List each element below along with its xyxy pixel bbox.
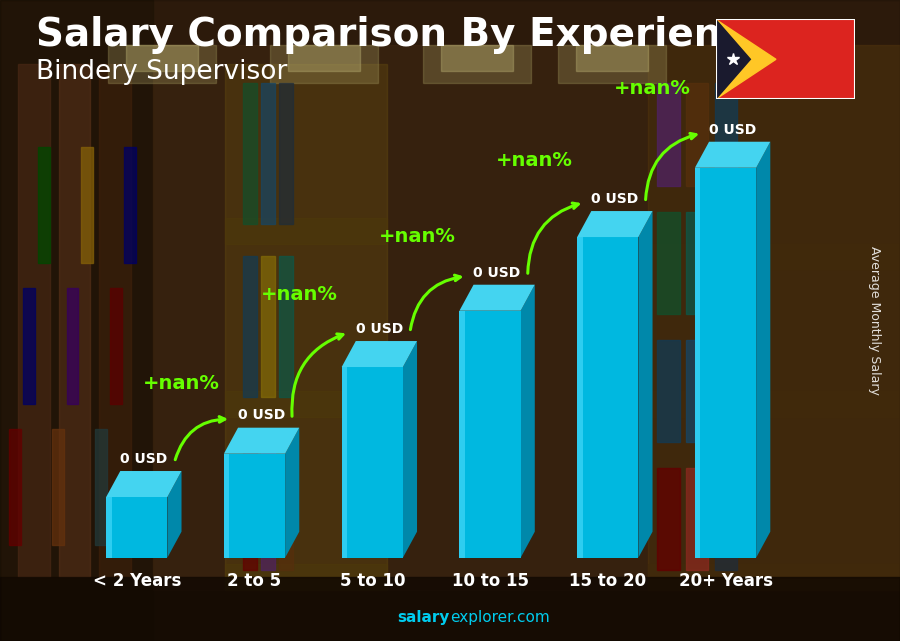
Polygon shape bbox=[285, 428, 300, 558]
Text: salary: salary bbox=[398, 610, 450, 625]
Bar bbox=[279, 83, 292, 224]
Polygon shape bbox=[716, 19, 776, 99]
Bar bbox=[124, 147, 136, 263]
Bar bbox=[423, 45, 531, 83]
Bar bbox=[261, 83, 274, 224]
Bar bbox=[243, 256, 256, 397]
Polygon shape bbox=[716, 19, 751, 99]
Bar bbox=[225, 64, 387, 577]
Bar bbox=[648, 391, 900, 417]
Polygon shape bbox=[224, 428, 300, 454]
Bar bbox=[108, 45, 216, 83]
Bar bbox=[686, 468, 708, 570]
Bar bbox=[342, 367, 403, 558]
Text: +nan%: +nan% bbox=[261, 285, 338, 304]
Text: 0 USD: 0 USD bbox=[356, 322, 403, 336]
Bar bbox=[52, 429, 64, 545]
Polygon shape bbox=[577, 211, 652, 237]
Bar bbox=[38, 147, 50, 263]
Bar bbox=[648, 45, 900, 590]
Bar bbox=[558, 45, 666, 83]
Text: 0 USD: 0 USD bbox=[591, 192, 638, 206]
Bar bbox=[342, 367, 347, 558]
Text: +nan%: +nan% bbox=[143, 374, 220, 393]
Text: +nan%: +nan% bbox=[614, 79, 691, 99]
Bar bbox=[715, 340, 737, 442]
Polygon shape bbox=[756, 142, 770, 558]
Text: +nan%: +nan% bbox=[496, 151, 573, 170]
Bar bbox=[648, 564, 900, 590]
Bar bbox=[715, 468, 737, 570]
Polygon shape bbox=[521, 285, 535, 558]
Text: Average Monthly Salary: Average Monthly Salary bbox=[868, 246, 881, 395]
Text: 0 USD: 0 USD bbox=[238, 408, 285, 422]
Bar bbox=[126, 45, 198, 71]
Bar bbox=[279, 256, 292, 397]
Bar bbox=[261, 256, 274, 397]
Bar bbox=[0, 0, 153, 641]
Bar bbox=[243, 83, 256, 224]
Bar bbox=[9, 429, 21, 545]
Bar bbox=[81, 147, 93, 263]
Bar bbox=[288, 45, 360, 71]
Bar bbox=[99, 64, 130, 577]
Bar bbox=[153, 45, 648, 590]
Bar bbox=[576, 45, 648, 71]
Polygon shape bbox=[638, 211, 652, 558]
Bar bbox=[648, 244, 900, 269]
Bar bbox=[715, 83, 737, 186]
Bar bbox=[224, 454, 285, 558]
Bar bbox=[58, 64, 90, 577]
Polygon shape bbox=[167, 471, 182, 558]
Bar bbox=[441, 45, 513, 71]
Bar bbox=[686, 212, 708, 314]
Bar bbox=[459, 311, 521, 558]
Bar bbox=[95, 429, 107, 545]
Bar bbox=[224, 454, 230, 558]
Bar bbox=[261, 429, 274, 570]
Text: +nan%: +nan% bbox=[379, 227, 455, 246]
Polygon shape bbox=[403, 341, 417, 558]
Bar bbox=[577, 237, 582, 558]
Bar bbox=[23, 288, 35, 404]
Polygon shape bbox=[106, 471, 182, 497]
Text: Salary Comparison By Experience: Salary Comparison By Experience bbox=[36, 16, 770, 54]
Bar bbox=[577, 237, 638, 558]
Polygon shape bbox=[342, 341, 417, 367]
Bar bbox=[657, 212, 680, 314]
Bar bbox=[657, 340, 680, 442]
Text: 0 USD: 0 USD bbox=[709, 122, 756, 137]
Bar bbox=[657, 83, 680, 186]
Bar bbox=[686, 340, 708, 442]
Text: Bindery Supervisor: Bindery Supervisor bbox=[36, 59, 287, 85]
Text: 0 USD: 0 USD bbox=[473, 265, 521, 279]
Bar bbox=[67, 288, 78, 404]
Bar bbox=[279, 429, 292, 570]
Bar bbox=[106, 497, 167, 558]
Text: explorer.com: explorer.com bbox=[450, 610, 550, 625]
Bar bbox=[225, 564, 387, 590]
Bar bbox=[225, 218, 387, 244]
Bar bbox=[270, 45, 378, 83]
Bar bbox=[106, 497, 112, 558]
Bar bbox=[18, 64, 50, 577]
Bar bbox=[110, 288, 122, 404]
Bar bbox=[225, 391, 387, 417]
Polygon shape bbox=[459, 285, 535, 311]
Bar bbox=[459, 311, 465, 558]
Bar bbox=[695, 168, 700, 558]
Text: 0 USD: 0 USD bbox=[121, 452, 167, 466]
Bar bbox=[715, 212, 737, 314]
Bar bbox=[686, 83, 708, 186]
Bar bbox=[243, 429, 256, 570]
Bar bbox=[695, 168, 756, 558]
Bar bbox=[0, 577, 900, 641]
Polygon shape bbox=[695, 142, 770, 168]
Bar bbox=[657, 468, 680, 570]
